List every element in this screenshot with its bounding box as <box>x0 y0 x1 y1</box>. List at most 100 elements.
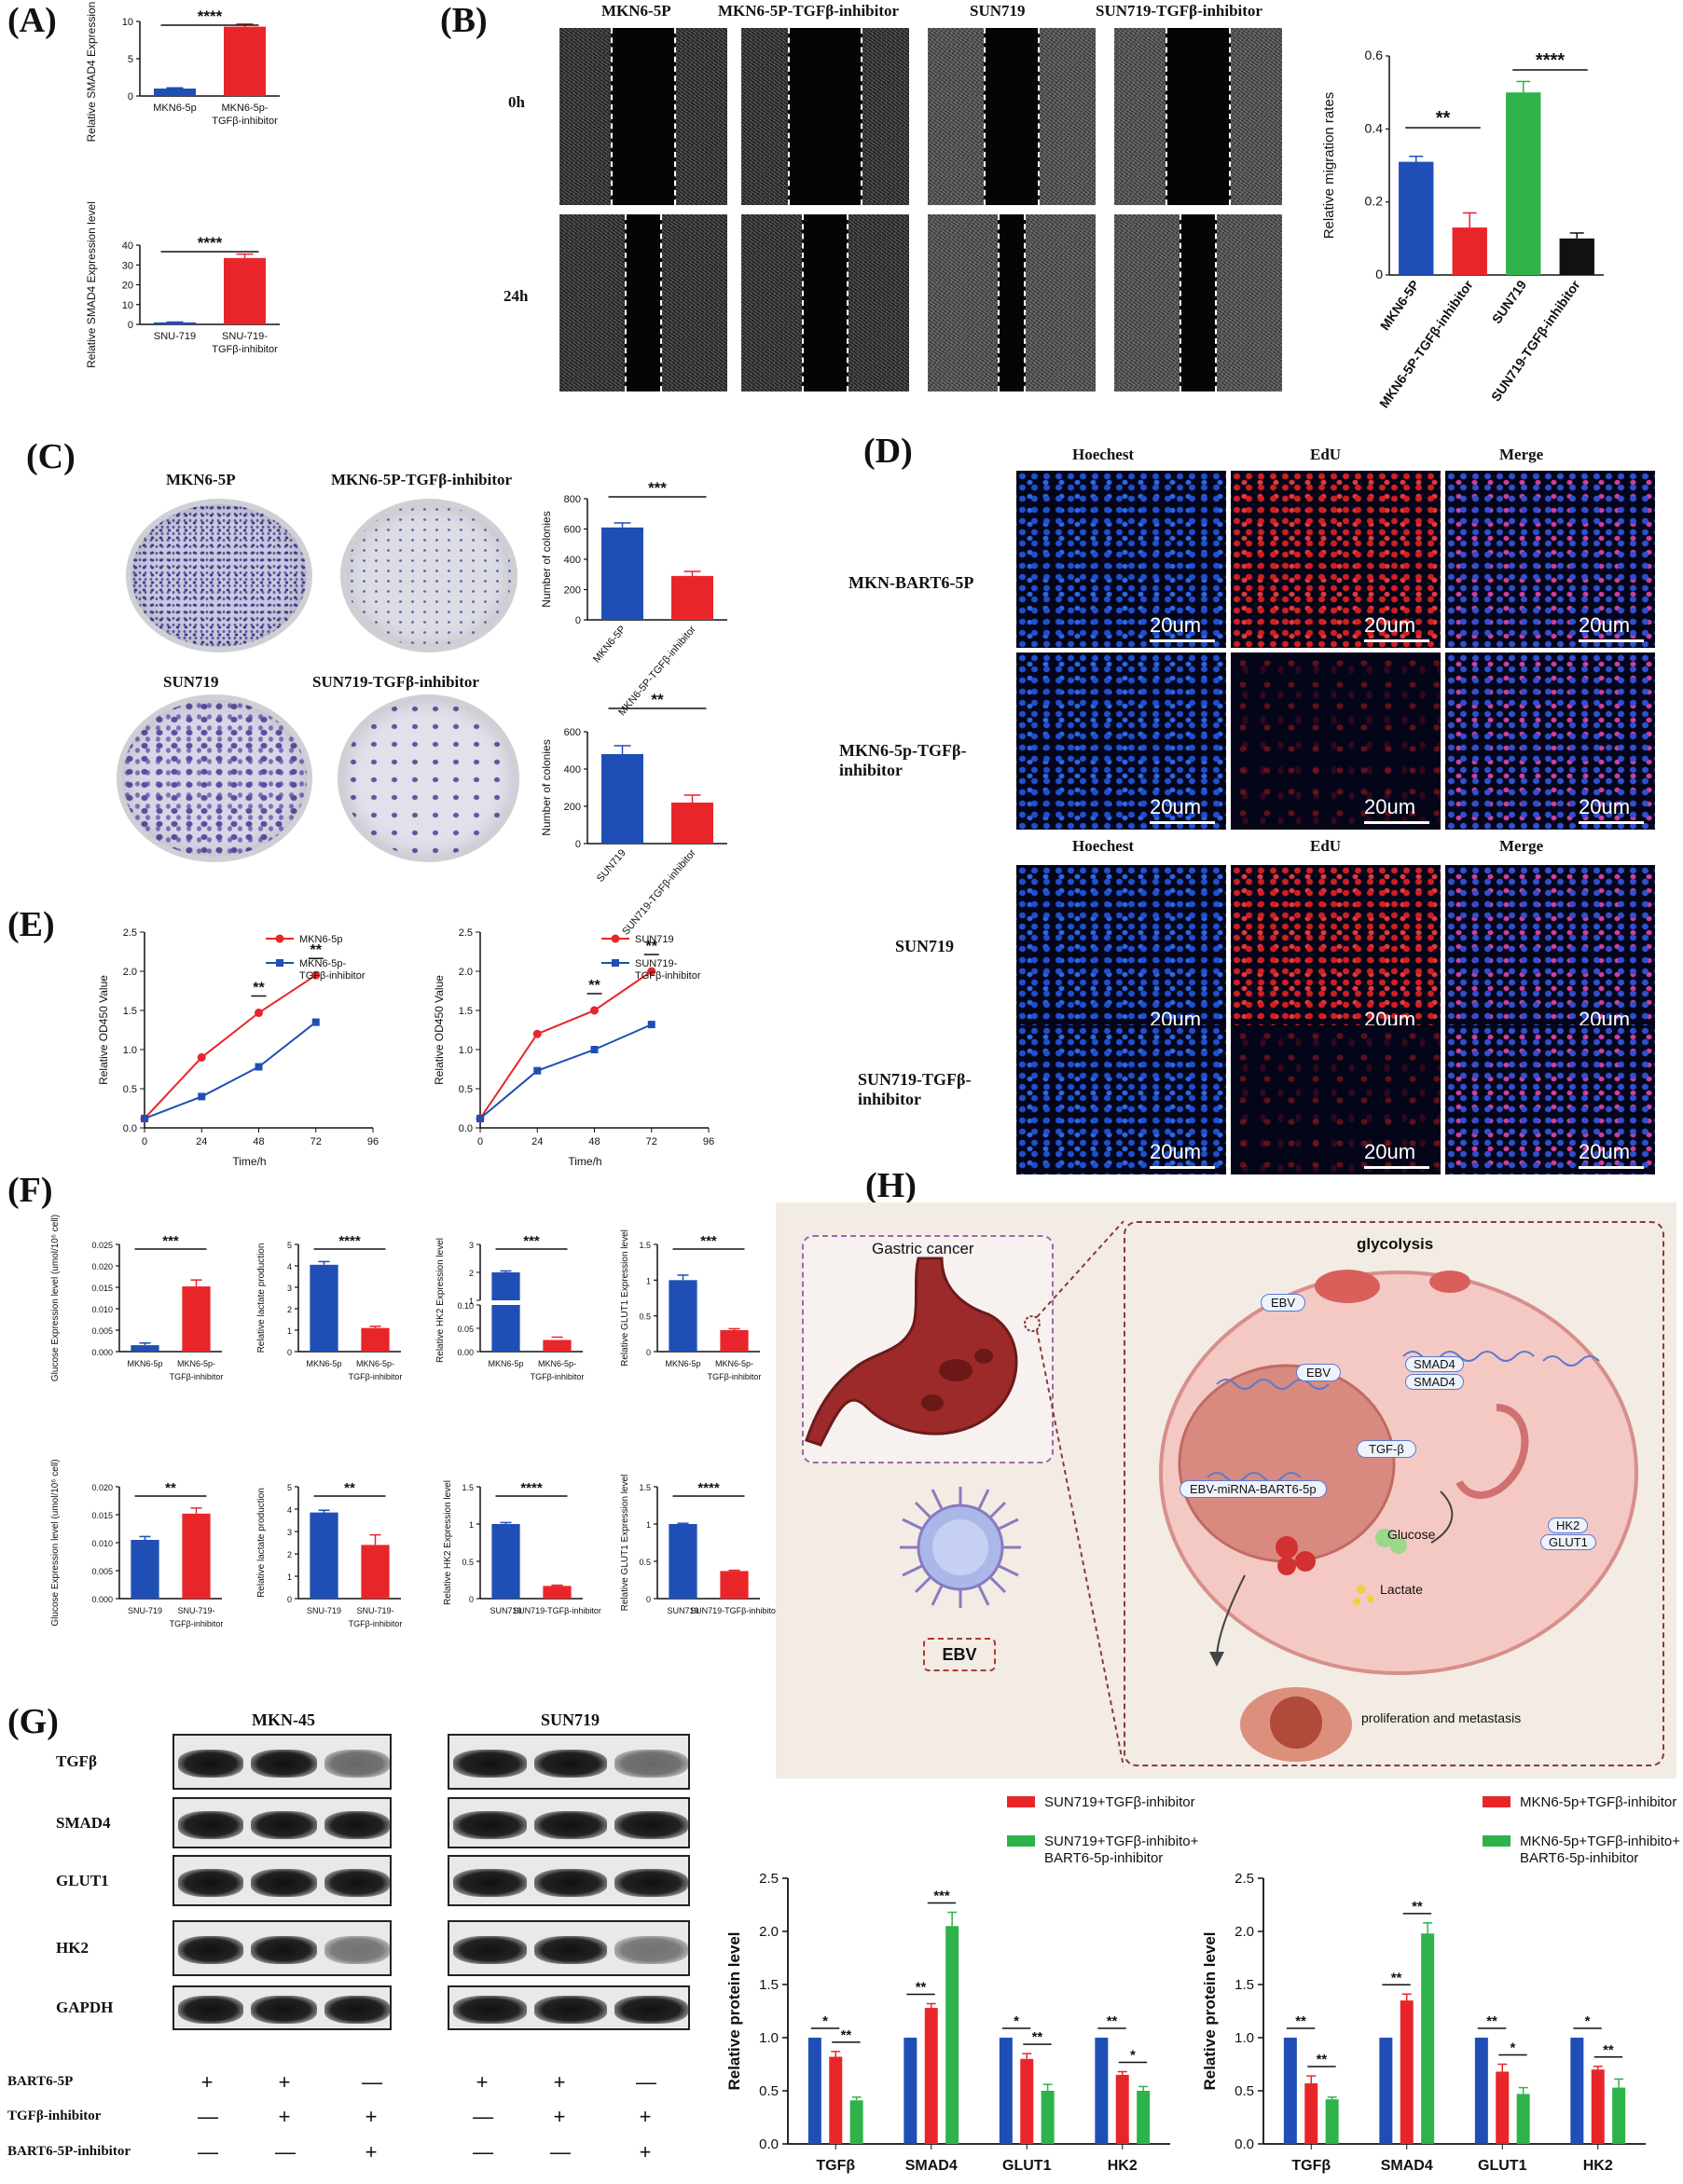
bar <box>829 2056 843 2144</box>
y-tick-label: 0.000 <box>91 1348 113 1357</box>
blot-band <box>251 1750 317 1778</box>
x-tick-label: TGFβ-inhibitor <box>170 1619 224 1628</box>
x-tick-label: TGFβ-inhibitor <box>212 344 278 355</box>
d-header-hoechst-1: Hoechest <box>1072 446 1135 463</box>
chart-a2-smad4-snu: 0 10 20 30 40 Relative SMAD4 Expression level… <box>85 201 280 368</box>
bar <box>1452 227 1487 275</box>
y-tick-label: 0.2 <box>1365 194 1384 209</box>
chart-f7-hk2-snu: 0 0.5 1 1.5 Relative HK2 Expression level SUN… <box>443 1480 601 1615</box>
legend-marker <box>275 934 284 943</box>
x-tick-label: MKN6-5p <box>306 1359 341 1368</box>
chart-f6-lactate-snu: 0 1 2 3 4 5 Relative lactate production SNU-719… <box>256 1480 402 1628</box>
y-tick-label: 0.0 <box>1235 2136 1254 2152</box>
glycolysis-box <box>1124 1221 1664 1766</box>
x-tick-label: SMAD4 <box>1381 2158 1433 2174</box>
blot-row-label: TGFβ <box>56 1752 97 1770</box>
significance-label: * <box>822 2013 828 2029</box>
wound-gap <box>1166 28 1231 205</box>
scale-bar-line <box>1150 1166 1215 1169</box>
significance-label: *** <box>648 479 667 497</box>
wound-image <box>741 28 909 205</box>
cell-illustration <box>1159 1270 1638 1762</box>
blot-strip <box>172 1855 392 1906</box>
data-point <box>533 1066 542 1075</box>
significance-label: *** <box>700 1233 717 1249</box>
y-tick-label: 0.010 <box>91 1539 113 1548</box>
x-tick-label: TGFβ-inhibitor <box>531 1372 585 1381</box>
condition-label: BART6-5P-inhibitor <box>7 2144 131 2159</box>
bar <box>1399 161 1434 275</box>
y-tick-label: 0 <box>646 1348 651 1357</box>
y-tick-label: 0 <box>575 615 581 626</box>
d-header-edu-2: EdU <box>1310 837 1342 855</box>
x-tick-label: MKN6-5p <box>153 103 196 114</box>
y-axis-label: Number of colonies <box>540 739 553 835</box>
x-tick-label: SUN719-TGFβ-inhibitor <box>690 1606 779 1615</box>
blot-row-label: SMAD4 <box>56 1813 111 1832</box>
bar <box>491 1524 520 1599</box>
c-title-2: MKN6-5P-TGFβ-inhibitor <box>331 471 513 488</box>
y-axis-label: Relative protein level <box>1201 1931 1219 2090</box>
y-tick-label: 4 <box>287 1262 292 1271</box>
blot-strip <box>448 1855 690 1906</box>
panel-label-c: (C) <box>26 437 76 476</box>
bar <box>1041 2091 1055 2144</box>
x-tick-label: GLUT1 <box>1478 2158 1527 2174</box>
x-tick-label: MKN6-5p- <box>221 103 268 114</box>
scale-bar-label: 20um <box>1579 795 1631 818</box>
x-tick-label: SUN719-TGFβ-inhibitor <box>513 1606 601 1615</box>
bar <box>491 1272 520 1300</box>
fluorescence-image: 20um <box>1445 1025 1655 1174</box>
wound-image <box>1114 28 1282 205</box>
condition-sign: + <box>200 2070 214 2094</box>
condition-sign: — <box>473 2105 493 2128</box>
bar <box>1283 2038 1297 2144</box>
y-tick-label: 2.0 <box>123 967 137 978</box>
condition-sign: + <box>553 2105 566 2128</box>
scale-bar-label: 20um <box>1150 613 1202 637</box>
y-tick-label: 0.5 <box>759 2083 779 2099</box>
y-tick-label: 1 <box>646 1276 651 1285</box>
blot-strip <box>172 1797 392 1848</box>
bar <box>1421 1933 1435 2144</box>
chart-f5-glucose-snu: 0.000 0.005 0.010 0.015 0.020 Glucose Express… <box>50 1459 224 1628</box>
scale-bar-line <box>1364 821 1429 824</box>
fluorescence-image: 20um <box>1445 865 1655 1042</box>
panel-label-f: (F) <box>7 1171 53 1210</box>
x-tick-label: MKN6-5p <box>127 1359 162 1368</box>
legend-label: BART6-5p-inhibitor <box>1520 1850 1638 1866</box>
wound-gap <box>1179 214 1217 391</box>
y-tick-label: 2.5 <box>123 927 137 939</box>
x-axis-label: Time/h <box>232 1155 266 1168</box>
y-tick-label: 0 <box>287 1595 292 1604</box>
bar <box>361 1327 390 1352</box>
y-axis-label: Relative OD450 Value <box>433 975 446 1085</box>
fluorescence-image: 20um <box>1016 471 1226 648</box>
y-tick-label: 1.5 <box>759 1977 779 1993</box>
blot-strip <box>448 1797 690 1848</box>
y-tick-label: 600 <box>564 727 581 738</box>
bar <box>904 2038 917 2144</box>
scale-bar: 20um <box>1150 613 1215 642</box>
blot-strip <box>172 1920 392 1976</box>
y-tick-label: 0.00 <box>457 1348 474 1357</box>
scale-bar-label: 20um <box>1579 1140 1631 1163</box>
y-tick-label: 2.0 <box>459 967 473 978</box>
wound-gap <box>998 214 1026 391</box>
y-axis-label: Number of colonies <box>540 511 553 607</box>
y-tick-label: 0.025 <box>91 1241 113 1250</box>
blot-band <box>533 1750 608 1778</box>
y-axis-label: Relative GLUT1 Expression level <box>620 1229 630 1367</box>
b-row-24h: 24h <box>504 287 529 305</box>
y-tick-label: 0 <box>646 1595 651 1604</box>
scale-bar-line <box>1579 821 1644 824</box>
data-point <box>255 1063 263 1071</box>
y-tick-label: 0 <box>1375 267 1383 282</box>
x-tick-label: MKN6-5p- <box>356 1359 394 1368</box>
scale-bar: 20um <box>1150 795 1215 824</box>
condition-label: TGFβ-inhibitor <box>7 2108 102 2123</box>
scale-bar-label: 20um <box>1150 1140 1202 1163</box>
y-axis-label: Relative HK2 Expression level <box>435 1238 446 1363</box>
ebv-inner-tag: EBV <box>1296 1364 1342 1381</box>
